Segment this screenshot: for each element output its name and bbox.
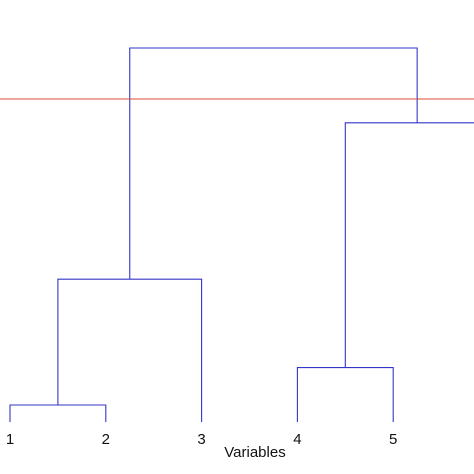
dendrogram-link-4	[129, 47, 418, 280]
dendrogram-link-2	[296, 367, 394, 422]
x-tick-label: 1	[6, 431, 14, 448]
dendrogram-links	[9, 47, 474, 422]
x-tick-label: 3	[197, 431, 205, 448]
x-axis-label: Variables	[224, 444, 285, 461]
dendrogram-link-0	[9, 404, 107, 422]
dendrogram-link-3	[344, 122, 474, 368]
x-tick-labels: 123456	[6, 431, 398, 448]
dendrogram-link-1	[57, 278, 203, 422]
x-tick-label: 4	[293, 431, 301, 448]
x-tick-label: 2	[102, 431, 110, 448]
x-tick-label: 5	[389, 431, 397, 448]
